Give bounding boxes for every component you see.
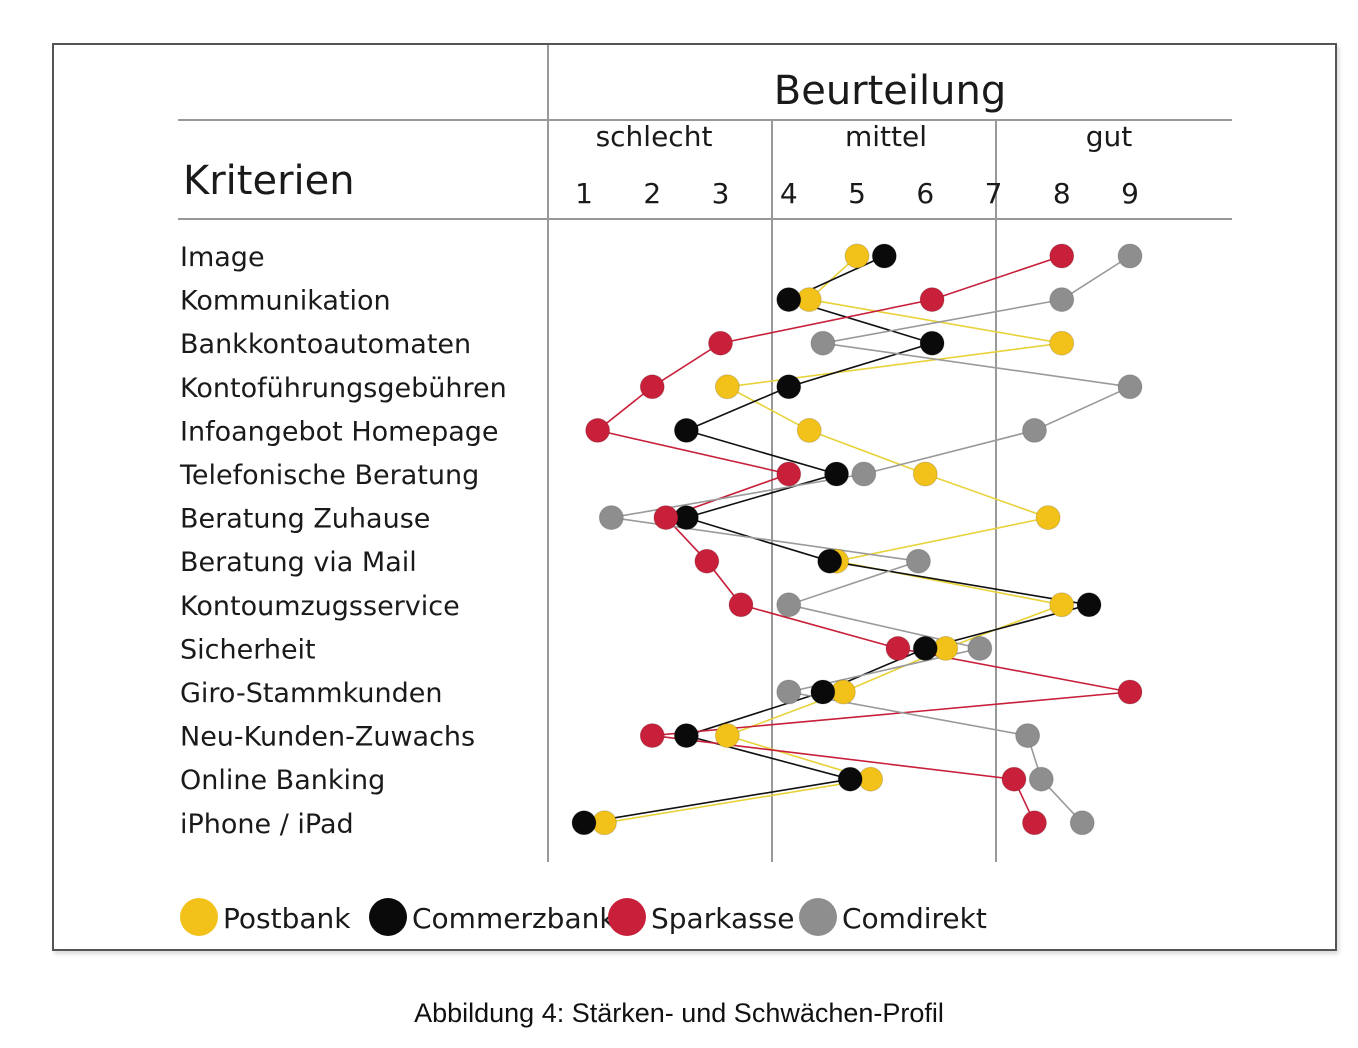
series-line-comdirekt: [611, 255, 1133, 824]
criterion-label: Bankkontoautomaten: [180, 329, 471, 360]
criterion-label: Kontoumzugsservice: [180, 591, 460, 622]
legend-label: Sparkasse: [651, 902, 795, 935]
data-point-comdirekt: [598, 505, 624, 531]
data-point-commerzbank: [912, 635, 938, 661]
data-point-postbank: [1049, 592, 1075, 618]
data-point-commerzbank: [776, 287, 802, 313]
data-point-comdirekt: [776, 679, 802, 705]
data-point-comdirekt: [1049, 287, 1075, 313]
data-point-sparkasse: [639, 374, 665, 400]
data-point-sparkasse: [1021, 810, 1047, 836]
data-point-commerzbank: [673, 723, 699, 749]
data-point-comdirekt: [1117, 374, 1143, 400]
data-point-sparkasse: [639, 723, 665, 749]
data-point-postbank: [1035, 505, 1061, 531]
data-point-comdirekt: [851, 461, 877, 487]
data-point-commerzbank: [776, 374, 802, 400]
x-tick-label: 1: [575, 177, 593, 210]
legend-label: Commerzbank: [412, 902, 616, 935]
legend-marker-comdirekt: [799, 898, 837, 936]
data-point-postbank: [912, 461, 938, 487]
data-point-sparkasse: [919, 287, 945, 313]
figure-frame: [52, 43, 1337, 951]
data-point-postbank: [714, 723, 740, 749]
data-point-sparkasse: [653, 505, 679, 531]
data-point-sparkasse: [776, 461, 802, 487]
data-point-postbank: [844, 243, 870, 269]
criterion-label: Image: [180, 242, 265, 273]
data-point-comdirekt: [1015, 723, 1041, 749]
scale-group-label: schlecht: [596, 120, 713, 153]
data-point-commerzbank: [673, 417, 699, 443]
x-tick-label: 5: [848, 177, 866, 210]
x-tick-label: 2: [643, 177, 661, 210]
data-point-sparkasse: [708, 330, 733, 356]
data-point-postbank: [796, 417, 822, 443]
x-tick-label: 8: [1053, 177, 1071, 210]
row-header: Kriterien: [183, 158, 355, 204]
data-point-sparkasse: [1049, 243, 1075, 269]
x-tick-label: 3: [712, 177, 730, 210]
data-point-comdirekt: [967, 635, 993, 661]
data-point-commerzbank: [837, 766, 863, 792]
data-point-sparkasse: [728, 592, 754, 618]
data-point-comdirekt: [776, 592, 802, 618]
data-point-comdirekt: [1028, 766, 1054, 792]
data-point-commerzbank: [817, 548, 843, 574]
legend-marker-postbank: [180, 898, 218, 936]
x-tick-label: 7: [985, 177, 1003, 210]
criterion-label: Beratung via Mail: [180, 547, 417, 578]
data-point-sparkasse: [1001, 766, 1027, 792]
figure-caption: Abbildung 4: Stärken- und Schwächen-Prof…: [414, 998, 944, 1028]
data-point-comdirekt: [905, 548, 931, 574]
data-point-comdirekt: [810, 330, 836, 356]
data-point-commerzbank: [919, 330, 945, 356]
legend-label: Comdirekt: [842, 902, 987, 935]
series-line-commerzbank: [583, 255, 1090, 824]
scale-group-label: mittel: [845, 120, 927, 153]
criterion-label: Kontoführungsgebühren: [180, 373, 507, 404]
data-point-commerzbank: [1076, 592, 1102, 618]
data-point-commerzbank: [810, 679, 836, 705]
criterion-label: Infoangebot Homepage: [180, 416, 499, 447]
x-tick-label: 6: [916, 177, 934, 210]
series-line-postbank: [604, 255, 1065, 824]
data-point-sparkasse: [585, 417, 611, 443]
data-point-comdirekt: [1069, 810, 1095, 836]
data-point-commerzbank: [871, 243, 897, 269]
data-point-postbank: [714, 374, 740, 400]
criterion-label: Telefonische Beratung: [179, 460, 479, 491]
criterion-label: Online Banking: [180, 765, 385, 796]
criterion-label: Neu-Kunden-Zuwachs: [180, 722, 475, 753]
data-point-sparkasse: [1117, 679, 1143, 705]
legend-label: Postbank: [223, 902, 351, 935]
data-point-postbank: [1049, 330, 1075, 356]
criterion-label: Sicherheit: [180, 634, 316, 665]
x-tick-label: 4: [780, 177, 798, 210]
data-point-sparkasse: [694, 548, 720, 574]
x-tick-label: 9: [1121, 177, 1139, 210]
criterion-label: Kommunikation: [180, 286, 391, 317]
legend-marker-sparkasse: [608, 898, 646, 936]
chart-title: Beurteilung: [774, 68, 1006, 114]
legend-marker-commerzbank: [369, 898, 407, 936]
data-point-commerzbank: [824, 461, 850, 487]
criterion-label: Beratung Zuhause: [180, 504, 430, 535]
data-point-sparkasse: [885, 635, 911, 661]
data-point-comdirekt: [1021, 417, 1047, 443]
criterion-label: iPhone / iPad: [180, 809, 354, 840]
scale-group-label: gut: [1086, 120, 1133, 153]
data-point-commerzbank: [571, 810, 597, 836]
data-point-comdirekt: [1117, 243, 1143, 269]
criterion-label: Giro-Stammkunden: [180, 678, 442, 709]
